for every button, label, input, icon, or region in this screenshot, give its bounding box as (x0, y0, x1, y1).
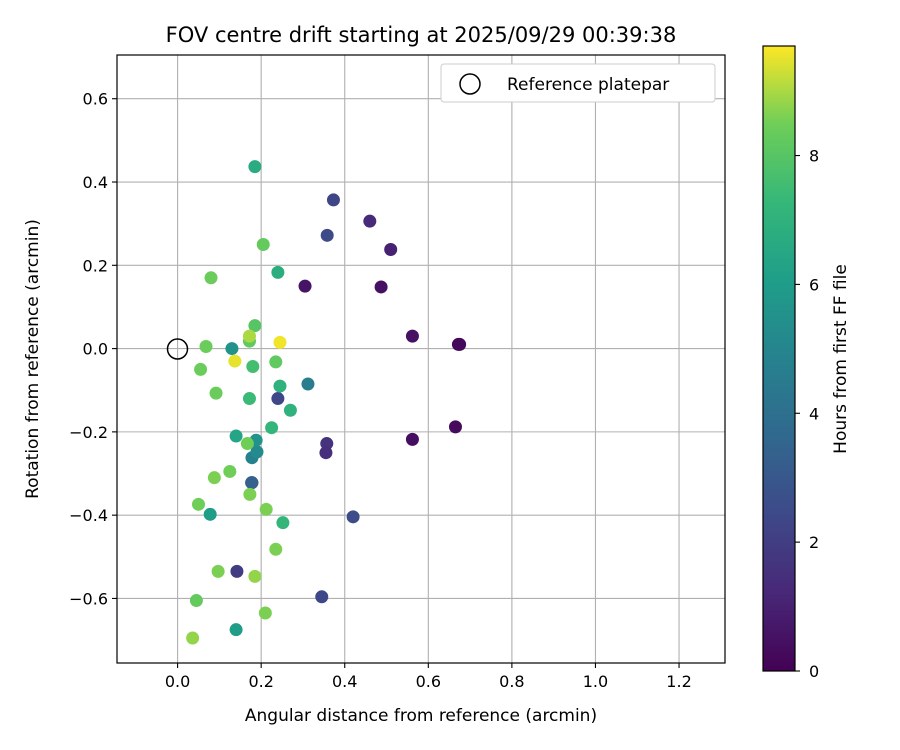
colorbar-ticks: 0 2 4 6 8 (795, 147, 819, 681)
data-point (269, 542, 283, 556)
data-point (229, 429, 243, 443)
x-tick-label: 1.2 (666, 672, 691, 691)
x-axis-label: Angular distance from reference (arcmin) (245, 706, 597, 726)
colorbar-tick-label: 6 (809, 275, 819, 294)
data-point (189, 594, 203, 608)
data-point (246, 359, 260, 373)
plot-frame (116, 54, 726, 664)
data-point (405, 432, 419, 446)
data-point (258, 606, 272, 620)
data-point (223, 464, 237, 478)
data-point (248, 160, 262, 174)
y-tick-label: 0.4 (83, 173, 108, 192)
data-point (240, 437, 254, 451)
legend-marker-hollow-circle (459, 73, 481, 95)
data-point (242, 329, 256, 343)
data-point (229, 623, 243, 637)
data-point (273, 335, 287, 349)
legend: Reference platepar (440, 63, 716, 103)
data-point (405, 329, 419, 343)
data-point (271, 392, 285, 406)
data-point (243, 487, 257, 501)
y-tick-label: −0.4 (69, 506, 108, 525)
colorbar-tick-label: 2 (809, 533, 819, 552)
y-tick-label: 0.2 (83, 256, 108, 275)
x-tick-label: 0.8 (499, 672, 524, 691)
data-point (273, 379, 287, 393)
data-point (186, 631, 200, 645)
x-tick-label: 0.6 (416, 672, 441, 691)
data-point (225, 342, 239, 356)
data-point (228, 354, 242, 368)
chart-title: FOV centre drift starting at 2025/09/29 … (166, 23, 677, 47)
data-point (230, 564, 244, 578)
data-point (384, 242, 398, 256)
colorbar-label: Hours from first FF file (831, 264, 851, 454)
data-point (315, 590, 329, 604)
scatter-points (186, 160, 467, 645)
x-tick-label: 1.0 (583, 672, 608, 691)
legend-box (440, 63, 716, 103)
data-point (194, 362, 208, 376)
reference-platepar-marker (166, 338, 189, 360)
data-point (242, 392, 256, 406)
colorbar-gradient (763, 46, 795, 671)
data-point (203, 507, 217, 521)
data-point (363, 214, 377, 228)
data-point (448, 420, 462, 434)
data-point (259, 502, 273, 516)
data-point (211, 564, 225, 578)
data-point (269, 355, 283, 369)
x-axis-ticks: 0.0 0.2 0.4 0.6 0.8 1.0 1.2 (165, 663, 692, 691)
data-point (248, 319, 262, 333)
colorbar-tick-label: 0 (809, 662, 819, 681)
colorbar-tick-label: 8 (809, 147, 819, 166)
y-tick-label: −0.6 (69, 589, 108, 608)
y-tick-label: 0.6 (83, 90, 108, 109)
x-tick-label: 0.0 (165, 672, 190, 691)
data-point (298, 279, 312, 293)
data-point (451, 337, 465, 351)
y-axis-label: Rotation from reference (arcmin) (23, 219, 43, 499)
data-point (191, 497, 205, 511)
y-axis-ticks: −0.6 −0.4 −0.2 0.0 0.2 0.4 0.6 (69, 90, 117, 608)
data-point (265, 421, 279, 435)
y-tick-label: 0.0 (83, 340, 108, 359)
x-tick-label: 0.2 (248, 672, 273, 691)
data-point (207, 471, 221, 485)
colorbar-tick-label: 4 (809, 404, 819, 423)
data-point (204, 271, 218, 285)
grid (117, 55, 725, 663)
data-point (374, 280, 388, 294)
data-point (248, 569, 262, 583)
data-point (326, 193, 340, 207)
data-point (319, 446, 333, 460)
data-point (250, 445, 264, 459)
data-point (301, 377, 315, 391)
data-point (346, 510, 360, 524)
data-point (320, 228, 334, 242)
colorbar: 0 2 4 6 8 Hours from first FF file (762, 45, 851, 681)
data-point (256, 237, 270, 251)
legend-label: Reference platepar (507, 75, 669, 95)
data-point (209, 386, 223, 400)
data-point (283, 403, 297, 417)
x-tick-label: 0.4 (332, 672, 357, 691)
y-tick-label: −0.2 (69, 423, 108, 442)
colorbar-frame (762, 45, 796, 672)
data-point (271, 265, 285, 279)
data-point (199, 340, 213, 354)
data-point (276, 516, 290, 530)
data-point (245, 476, 259, 490)
